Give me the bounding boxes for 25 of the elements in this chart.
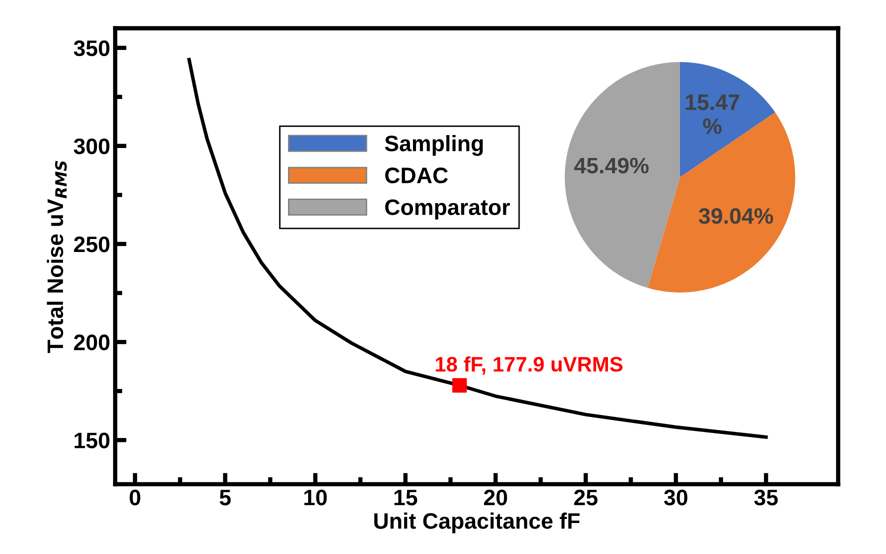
y-tick-label: 200 [74, 334, 110, 350]
pie-slice [648, 112, 796, 292]
data-label: 45.49% [574, 158, 649, 174]
legend-label: Comparator [385, 199, 510, 220]
x-tick-label: 35 [754, 490, 778, 506]
y-tick-label: 150 [74, 432, 110, 448]
y-axis-title: Total Noise uV$_{RMS}$ [46, 160, 67, 353]
x-tick-label: 5 [220, 490, 231, 506]
y-tick-label: 300 [74, 138, 110, 154]
x-tick-label: 30 [664, 490, 688, 506]
x-tick-label: 15 [394, 490, 418, 506]
x-tick-label: 25 [574, 490, 598, 506]
x-tick-label: 20 [484, 490, 508, 506]
legend-label: CDAC [385, 168, 448, 184]
legend-label: Sampling [384, 135, 483, 156]
data-label: 15.47 % [686, 94, 740, 134]
y-tick-label: 250 [74, 236, 110, 252]
x-axis-title: Unit Capacitance fF [374, 512, 580, 534]
pie-slice [680, 62, 776, 178]
pie-slice [564, 62, 680, 288]
x-tick-label: 0 [130, 490, 140, 506]
y-tick-label: 350 [74, 40, 110, 56]
data-label: 39.04% [698, 208, 774, 224]
x-tick-label: 10 [304, 490, 327, 506]
annotation: 18 fF, 177.9 uVRMS [436, 356, 622, 375]
